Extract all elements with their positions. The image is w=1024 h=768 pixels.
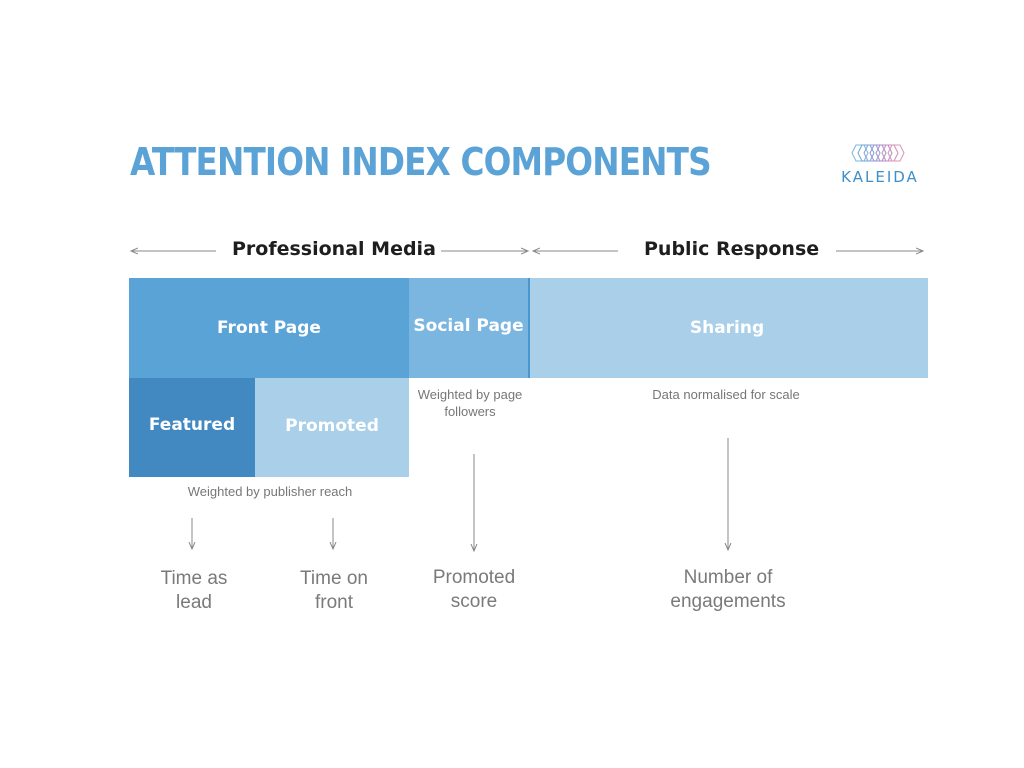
engagements-outcome: Number of engagements [670,567,786,612]
time-as-lead-outcome: Time as lead [160,568,228,613]
featured-label: Featured [148,414,236,435]
publisher-weight-note: Weighted by publisher reach [187,484,353,499]
social-weight-note: Weighted by page followers [417,387,523,419]
featured-block: Featured [129,378,255,477]
front-page-block: Front Page [129,278,409,378]
promoted-score-outcome: Promoted score [432,567,516,612]
time-on-front-outcome: Time on front [300,568,368,613]
divider [528,278,530,378]
logo-text: KALEIDA [841,168,919,186]
social-page-block: Social Page [409,278,528,378]
promoted-label: Promoted [285,415,379,436]
social-page-label: Social Page [413,316,524,336]
promoted-block: Promoted [255,378,409,477]
front-page-label: Front Page [217,318,321,338]
public-response-label: Public Response [644,238,820,260]
professional-media-label: Professional Media [232,238,436,260]
page-title: ATTENTION INDEX COMPONENTS [130,140,712,184]
sharing-block: Sharing [530,278,928,378]
sharing-note: Data normalised for scale [652,387,800,402]
sharing-label: Sharing [689,318,765,338]
kaleida-logo-icon [851,144,905,162]
